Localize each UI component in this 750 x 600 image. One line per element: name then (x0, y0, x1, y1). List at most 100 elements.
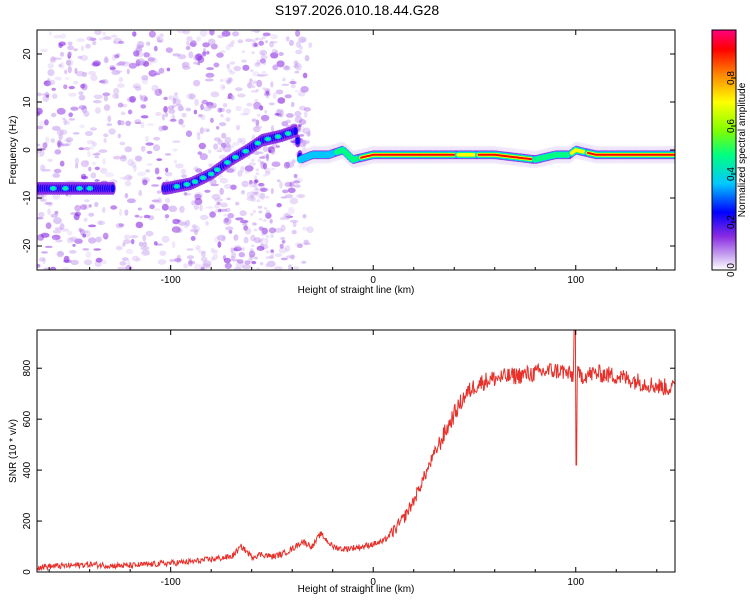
noise-blob (289, 81, 297, 85)
noise-blob (250, 212, 254, 216)
noise-blob (246, 82, 255, 89)
noise-blob (125, 120, 132, 127)
noise-blob (153, 45, 158, 52)
noise-blob (229, 70, 236, 75)
noise-blob (159, 33, 164, 38)
noise-blob (256, 193, 265, 200)
noise-blob (199, 30, 208, 37)
noise-blob (102, 36, 112, 40)
spectrogram-x-axis-label: Height of straight line (km) (298, 285, 415, 296)
noise-blob (90, 74, 98, 82)
noise-blob (251, 85, 256, 89)
noise-blob (290, 78, 296, 83)
noise-blob (259, 187, 268, 192)
noise-blob (235, 201, 240, 206)
noise-blob (44, 201, 53, 205)
noise-blob (216, 201, 221, 205)
noise-blob (121, 61, 129, 67)
noise-blob (251, 42, 255, 46)
noise-blob (172, 140, 181, 143)
noise-blob (164, 153, 172, 156)
noise-blob (270, 249, 274, 253)
ridge-peak-center (63, 187, 68, 190)
noise-blob (51, 87, 56, 91)
noise-blob (300, 38, 306, 44)
noise-blob (301, 260, 307, 264)
x-tick-label: 100 (567, 577, 584, 588)
ridge-peak-center (225, 161, 230, 164)
noise-blob (293, 60, 299, 66)
noise-blob (78, 105, 87, 110)
noise-blob (256, 59, 261, 64)
noise-blob (276, 60, 285, 68)
noise-blob (199, 127, 204, 135)
noise-blob (280, 196, 288, 199)
noise-blob (225, 108, 232, 114)
noise-blob (156, 176, 162, 180)
noise-blob (58, 142, 64, 146)
noise-blob (58, 133, 63, 141)
noise-blob (257, 239, 262, 243)
noise-blob (191, 200, 195, 206)
noise-blob (185, 107, 191, 112)
spectrogram-y-axis-label: Frequency (Hz) (8, 116, 19, 185)
noise-blob (209, 30, 215, 36)
noise-blob (283, 161, 290, 169)
ridge-peak-center (185, 183, 189, 186)
noise-blob (185, 40, 190, 46)
noise-blob (164, 112, 169, 118)
noise-blob (244, 170, 250, 175)
noise-blob (270, 233, 274, 239)
noise-blob (258, 125, 263, 129)
noise-blob (58, 64, 62, 67)
noise-blob (218, 147, 226, 150)
noise-blob (290, 84, 296, 89)
noise-blob (78, 91, 84, 96)
noise-blob (143, 214, 151, 219)
noise-blob (270, 148, 276, 155)
noise-blob (113, 87, 120, 95)
noise-blob (210, 256, 215, 262)
noise-blob (38, 211, 45, 218)
noise-blob (298, 134, 305, 137)
noise-blob (265, 95, 270, 99)
noise-blob (47, 208, 51, 215)
noise-blob (217, 107, 223, 113)
colorbar-tick-label: 0.4 (726, 167, 737, 181)
noise-blob (264, 237, 269, 245)
noise-blob (224, 183, 232, 189)
noise-blob (117, 83, 125, 88)
noise-blob (143, 52, 150, 58)
noise-blob (84, 199, 90, 203)
noise-blob (253, 228, 258, 232)
noise-blob (193, 54, 202, 62)
noise-blob (63, 255, 70, 263)
noise-blob (65, 59, 74, 67)
noise-blob (233, 234, 239, 241)
noise-blob (53, 168, 62, 174)
noise-blob (164, 218, 168, 221)
noise-blob (254, 191, 258, 197)
noise-blob (213, 249, 219, 254)
noise-blob (180, 168, 187, 175)
noise-blob (210, 117, 214, 124)
noise-blob (293, 64, 300, 69)
noise-blob (81, 105, 88, 114)
noise-blob (102, 158, 106, 165)
noise-blob (98, 149, 108, 153)
noise-blob (65, 137, 74, 143)
noise-blob (117, 133, 121, 139)
noise-blob (279, 110, 284, 118)
noise-blob (220, 50, 226, 53)
noise-blob (220, 142, 227, 148)
noise-blob (156, 158, 163, 162)
noise-blob (216, 149, 223, 153)
noise-blob (260, 151, 264, 155)
noise-blob (284, 245, 291, 252)
noise-blob (294, 177, 303, 183)
noise-blob (193, 166, 198, 171)
noise-blob (275, 89, 284, 95)
noise-blob (244, 260, 251, 266)
noise-blob (96, 220, 106, 225)
